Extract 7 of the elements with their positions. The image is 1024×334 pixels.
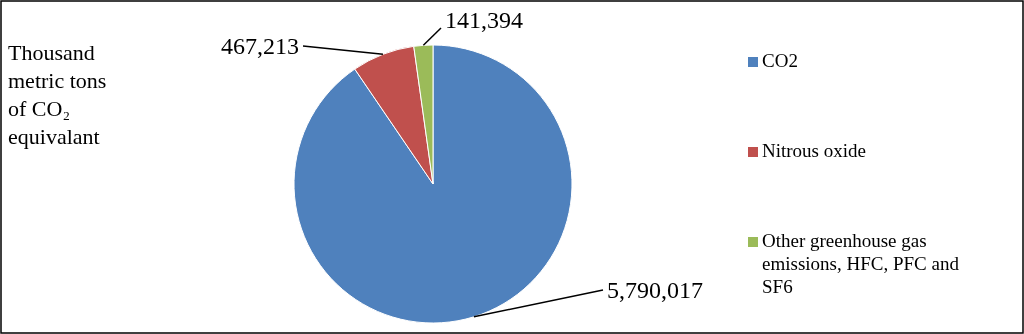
legend-label: Other greenhouse gas emissions, HFC, PFC and SF6 — [762, 230, 960, 297]
data-label: 467,213 — [221, 33, 299, 59]
text: Thousand metric tons of CO₂ equivalant — [8, 40, 107, 149]
legend-label: Nitrous oxide — [762, 140, 866, 161]
data-label: 5,790,017 — [607, 277, 703, 303]
data-label: 141,394 — [445, 7, 523, 33]
legend-label: CO2 — [762, 50, 798, 71]
